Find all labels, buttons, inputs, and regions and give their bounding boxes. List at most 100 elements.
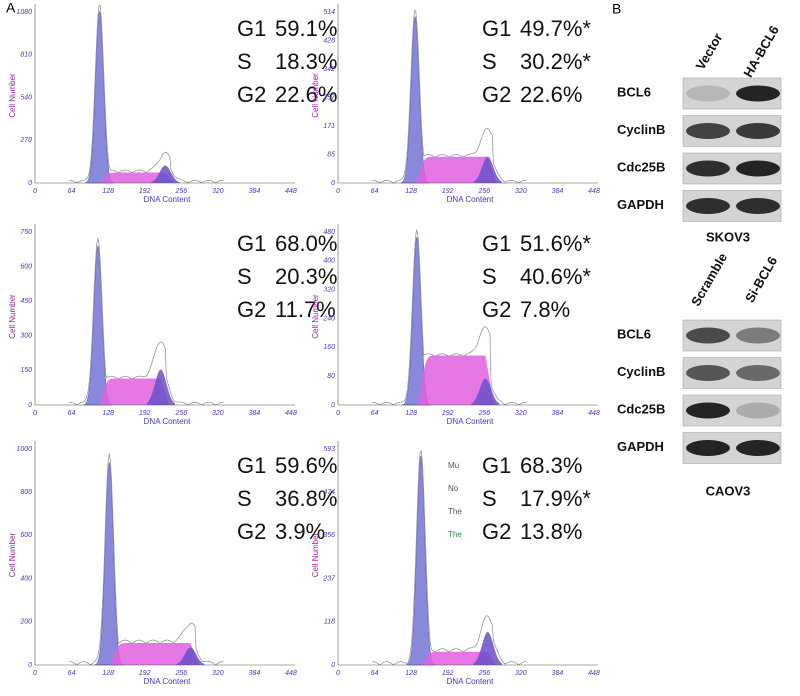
overlay-text: No <box>448 484 459 493</box>
g2-peak <box>471 378 500 405</box>
protein-label: GAPDH <box>617 439 664 454</box>
phase-label: S <box>237 486 252 511</box>
band <box>736 440 780 456</box>
overlay-text: Mu <box>448 461 459 470</box>
y-axis-label: Cell Number <box>8 532 17 577</box>
s-phase <box>416 355 494 405</box>
phase-percent: 22.6% <box>520 82 582 107</box>
y-tick-label: 514 <box>323 9 335 16</box>
x-tick-label: 128 <box>405 188 417 195</box>
y-tick-label: 428 <box>323 37 335 44</box>
y-tick-label: 171 <box>323 123 335 130</box>
band <box>686 440 730 456</box>
lane-label: HA-BCL6 <box>740 23 782 80</box>
y-tick-label: 200 <box>19 619 32 626</box>
y-tick-label: 320 <box>323 287 335 294</box>
x-tick-label: 128 <box>405 670 417 677</box>
x-tick-label: 128 <box>102 670 114 677</box>
x-tick-label: 320 <box>515 410 527 417</box>
y-tick-label: 810 <box>20 52 32 59</box>
histogram-plot: 0 64 128 192 256 320 384 448 0 200 400 600 800 1000 DN… <box>8 441 337 686</box>
phase-label: G2 <box>237 82 266 107</box>
band <box>736 160 780 177</box>
x-tick-label: 0 <box>336 670 340 677</box>
x-tick-label: 192 <box>442 188 454 195</box>
x-tick-label: 192 <box>442 410 454 417</box>
panel-b-label: B <box>612 1 621 17</box>
histogram-outline <box>69 453 224 666</box>
x-tick-label: 320 <box>212 670 224 677</box>
x-tick-label: 448 <box>285 670 297 677</box>
y-tick-label: 600 <box>20 532 32 539</box>
overlay-text: The <box>448 507 462 516</box>
y-axis-label: Cell Number <box>311 532 320 577</box>
x-tick-label: 128 <box>102 410 114 417</box>
g2-peak <box>151 165 180 183</box>
x-tick-label: 0 <box>336 410 340 417</box>
g1-peak <box>400 15 430 184</box>
y-tick-label: 118 <box>324 619 335 626</box>
x-tick-label: 320 <box>515 670 527 677</box>
y-tick-label: 0 <box>28 662 32 669</box>
y-tick-label: 356 <box>323 532 335 539</box>
x-tick-label: 0 <box>33 410 37 417</box>
y-tick-label: 270 <box>19 137 32 144</box>
y-tick-label: 85 <box>327 151 335 158</box>
phase-percent: 13.8% <box>520 519 582 544</box>
x-tick-label: 192 <box>139 188 151 195</box>
phase-label: G1 <box>482 16 511 41</box>
protein-label: GAPDH <box>617 197 664 212</box>
g2-peak <box>473 156 502 183</box>
phase-label: G1 <box>482 453 511 478</box>
band <box>686 198 730 214</box>
band <box>736 123 780 139</box>
x-tick-label: 384 <box>552 188 564 195</box>
phase-label: S <box>237 49 252 74</box>
y-tick-label: 0 <box>28 180 32 187</box>
phase-label: G1 <box>482 231 511 256</box>
g1-peak <box>406 455 436 666</box>
y-tick-label: 1000 <box>16 446 32 453</box>
band <box>736 85 780 102</box>
x-tick-label: 128 <box>102 188 114 195</box>
phase-label: G1 <box>237 16 266 41</box>
band <box>686 365 730 381</box>
x-tick-label: 64 <box>68 188 76 195</box>
x-tick-label: 256 <box>174 670 187 677</box>
phase-label: S <box>482 486 497 511</box>
y-tick-label: 474 <box>323 489 335 496</box>
phase-percent: 59.6% <box>275 453 337 478</box>
x-axis-label: DNA Content <box>447 417 494 426</box>
histogram-plot: 0 64 128 192 256 320 384 448 0 118 237 356 474 593 DNA… <box>311 441 600 686</box>
x-tick-label: 0 <box>336 188 340 195</box>
x-tick-label: 448 <box>588 188 600 195</box>
y-tick-label: 237 <box>322 575 336 582</box>
x-tick-label: 192 <box>442 670 454 677</box>
protein-label: BCL6 <box>617 326 651 341</box>
x-tick-label: 64 <box>68 410 76 417</box>
y-tick-label: 450 <box>20 298 32 305</box>
band <box>686 327 730 344</box>
lane-label: Si-BCL6 <box>742 254 780 305</box>
y-tick-label: 0 <box>331 662 335 669</box>
x-tick-label: 256 <box>477 670 490 677</box>
histogram-plot: 0 64 128 192 256 320 384 448 0 270 540 810 1080 DNA C… <box>8 4 337 204</box>
protein-label: Cdc25B <box>617 159 665 174</box>
panel-a-label: A <box>6 0 16 16</box>
histogram-plot: 0 64 128 192 256 320 384 448 0 80 160 240 320 400 480 D… <box>311 224 600 426</box>
phase-percent: 11.7% <box>275 297 336 322</box>
lane-label: Vector <box>693 31 726 73</box>
overlay-text: The <box>448 530 462 539</box>
phase-percent: 7.8% <box>520 297 570 322</box>
y-tick-label: 0 <box>331 402 335 409</box>
x-tick-label: 384 <box>249 188 261 195</box>
phase-percent: 49.7%* <box>520 16 591 41</box>
s-phase <box>415 156 497 183</box>
x-tick-label: 192 <box>139 410 151 417</box>
x-tick-label: 256 <box>174 188 187 195</box>
histogram-outline <box>372 10 527 184</box>
y-tick-label: 480 <box>323 229 335 236</box>
phase-label: G2 <box>237 519 266 544</box>
x-axis-label: DNA Content <box>447 195 494 204</box>
